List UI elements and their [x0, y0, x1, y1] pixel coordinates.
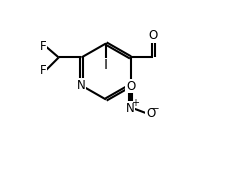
Text: N: N — [126, 102, 134, 115]
Text: O: O — [125, 80, 135, 93]
Text: O: O — [148, 29, 157, 42]
Text: N: N — [77, 79, 86, 92]
Text: F: F — [40, 64, 46, 77]
Text: I: I — [104, 58, 108, 72]
Text: O: O — [145, 107, 155, 120]
Text: F: F — [40, 40, 46, 53]
Text: −: − — [150, 104, 159, 114]
Text: +: + — [131, 98, 139, 108]
